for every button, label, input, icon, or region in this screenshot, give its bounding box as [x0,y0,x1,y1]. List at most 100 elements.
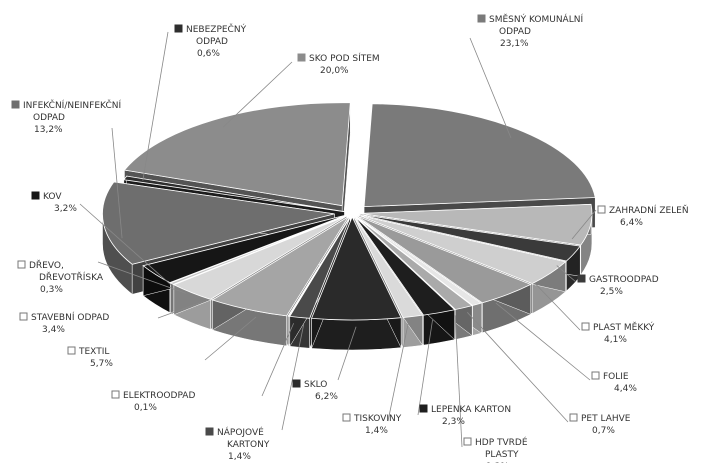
slice-value-label: 0,7% [592,426,615,436]
pie-slice-nebezpe-n-odpad [123,175,345,213]
leader-line [571,209,597,240]
slice-label-line: GASTROODPAD [589,275,659,285]
pie-slice-stavebn-odpad [172,215,347,300]
legend-swatch [342,413,351,422]
leader-line [111,127,123,239]
legend-swatch [297,53,306,62]
leader-line [281,324,305,431]
pie-slice-infek-n-neinfek-n-odpad [102,181,335,265]
slice-label: LEPENKA KARTON 2,3% [419,404,511,427]
pie-slice-side [311,317,402,351]
pie-slice-gastroodpad [359,214,581,262]
slice-label-text: STAVEBNÍ ODPAD [31,311,109,323]
slice-value-label: 20,0% [320,66,349,76]
slice-label: TISKOVINY 1,4% [342,413,402,436]
leader-line [467,312,569,423]
slice-label: FOLIE 4,4% [591,371,637,394]
slice-label-line: SKO POD SÍTEM [309,52,380,64]
leader-line [454,315,463,448]
slice-label-text: NÁPOJOVÉ KARTONY [217,426,270,450]
slice-label-line: ZAHRADNÍ ZELEŇ [609,204,689,216]
slice-label-line: HDP TVRDÉ [475,436,528,448]
slice-value-label: 3,2% [54,204,77,214]
pie-slice-d-evo-d-evot-ska [169,215,347,285]
leader-line [495,302,591,381]
slice-label: ZAHRADNÍ ZELEŇ 6,4% [597,204,689,228]
slice-label-text: TEXTIL [78,347,109,357]
slice-value-label: 13,2% [34,125,63,135]
leader-line [157,300,204,319]
pie-slice-plast-m-kk [358,214,567,285]
slice-value-label: 4,1% [604,335,627,345]
slice-label-line: ODPAD [196,37,228,47]
legend-swatch [174,24,183,33]
slice-label-line: SMĚSNÝ KOMUNÁLNÍ [489,13,583,25]
slice-label-text: NEBEZPEČNÝ ODPAD [186,23,247,47]
slice-label-text: PET LAHVE [581,414,631,424]
slice-label-text: PLAST MĚKKÝ [593,321,655,333]
slice-label-line: ODPAD [33,113,65,123]
leader-line [556,265,577,283]
slice-value-label: 0,6% [197,49,220,59]
leader-line [337,326,357,381]
legend-swatch [477,14,486,23]
slice-label-text: LEPENKA KARTON [431,405,511,415]
slice-label-text: HDP TVRDÉ PLASTY [475,436,528,460]
slice-value-label: 0,1% [134,403,157,413]
slice-label-text: KOV [43,192,62,202]
slice-label-line: KARTONY [227,440,270,450]
slice-label: ELEKTROODPAD 0,1% [111,390,195,413]
slice-label-text: TISKOVINY [353,414,402,424]
legend-swatch [577,274,586,283]
slice-label-line: NÁPOJOVÉ [217,426,264,438]
slice-label-line: PET LAHVE [581,414,631,424]
slice-label-line: TEXTIL [78,347,109,357]
slice-value-label: 1,4% [228,452,251,462]
legend-swatch [17,260,26,269]
slice-label-text: GASTROODPAD [589,275,659,285]
slice-label: KOV 3,2% [31,191,77,214]
slice-label-line: FOLIE [603,372,629,382]
slice-label-text: FOLIE [603,372,629,382]
slice-value-label: 23,1% [500,39,529,49]
legend-swatch [11,100,20,109]
leader-line [222,61,293,128]
slice-label: DŘEVO, DŘEVOTŘÍSKA 0,3% [17,260,104,295]
pie-slice-sko-pod-s-tem [123,102,351,207]
slice-label-line: TISKOVINY [353,414,402,424]
legend-swatch [31,191,40,200]
slice-label: SKLO 6,2% [292,379,338,402]
slice-label: INFEKČNÍ/NEINFEKČNÍ ODPAD 13,2% [11,99,121,135]
leader-line [417,319,433,416]
pie-slice-tiskoviny [353,216,424,318]
legend-swatch [67,346,76,355]
pie-slice-hdp-tvrd-plasty [355,216,474,310]
legend-swatch [419,404,428,413]
slice-label-line: SKLO [304,380,327,390]
leader-line [261,323,295,397]
slice-label-text: DŘEVO, DŘEVOTŘÍSKA [29,260,104,283]
legend-swatch [569,413,578,422]
slice-label-line: PLASTY [485,450,519,460]
slice-label-line: INFEKČNÍ/NEINFEKČNÍ [23,99,121,111]
slice-label: PLAST MĚKKÝ 4,1% [581,321,655,345]
pie-slice-folie [356,215,532,304]
legend-swatch [205,427,214,436]
slice-label: NÁPOJOVÉ KARTONY 1,4% [205,426,270,462]
slice-value-label: 5,7% [90,359,113,369]
slice-value-label: 4,4% [614,384,637,394]
slice-label: TEXTIL 5,7% [67,346,113,369]
slice-value-label: 1,4% [365,426,388,436]
slice-value-label: 2,5% [600,287,623,297]
pie-slice-sklo [310,216,402,321]
legend-swatch [597,205,606,214]
slice-label: NEBEZPEČNÝ ODPAD 0,6% [174,23,247,59]
slice-label-text: ZAHRADNÍ ZELEŇ [609,204,689,216]
slice-label-line: ELEKTROODPAD [123,391,195,401]
leader-line [469,37,512,138]
pie-slice-lepenka-karton [354,216,456,316]
slice-label-text: SKLO [304,380,327,390]
legend-swatch [292,379,301,388]
slice-label-line: ODPAD [499,27,531,37]
